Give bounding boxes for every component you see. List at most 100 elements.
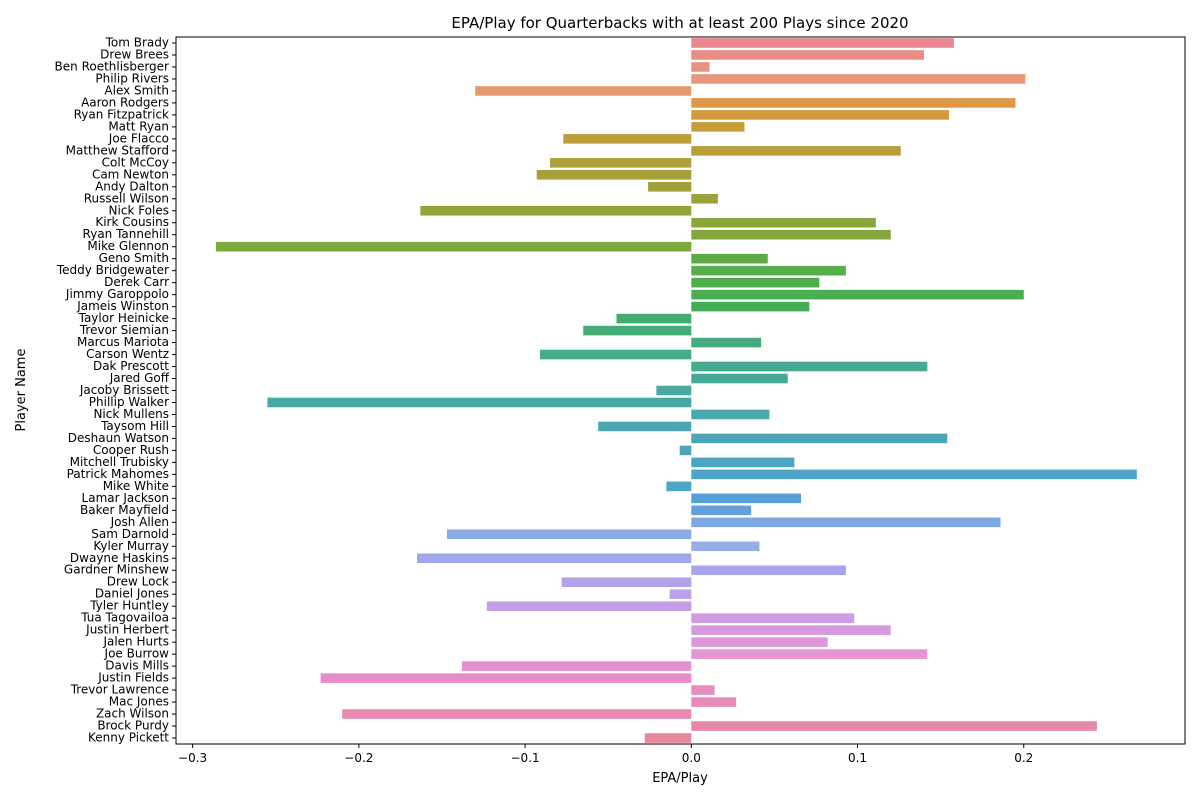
bar [691, 433, 948, 444]
x-tick-label: 0.0 [682, 751, 701, 765]
bar [691, 697, 737, 707]
bar [691, 50, 925, 60]
y-tick-label: Carson Wentz [86, 347, 169, 361]
bar [420, 205, 692, 216]
bars-group [215, 38, 1137, 743]
y-tick-label: Trevor Siemian [79, 323, 169, 337]
bar [536, 170, 692, 180]
y-tick-label: Taysom Hill [100, 419, 169, 433]
bar [598, 421, 692, 432]
y-tick-label: Ryan Fitzpatrick [74, 107, 169, 121]
y-tick-label: Dak Prescott [93, 359, 169, 373]
y-tick-label: Brock Purdy [97, 719, 169, 733]
chart-title: EPA/Play for Quarterbacks with at least … [451, 14, 908, 32]
bar [691, 253, 768, 264]
y-tick-label: Jacoby Brissett [79, 383, 169, 397]
x-tick-labels: −0.3 −0.2 −0.1 0.0 0.1 0.2 [178, 744, 1033, 765]
bar [691, 277, 820, 288]
bar [644, 733, 692, 743]
bar [691, 98, 1016, 108]
bar [320, 673, 692, 683]
y-tick-label: Josh Allen [110, 515, 169, 529]
bar [563, 134, 692, 144]
bar [691, 62, 710, 72]
y-tick-label: Taylor Heinicke [78, 311, 169, 325]
y-tick-label: Aaron Rodgers [81, 95, 169, 109]
y-tick-label: Kyler Murray [93, 539, 169, 553]
y-tick-label: Trevor Lawrence [70, 683, 169, 697]
y-tick-label: Nick Mullens [93, 407, 169, 421]
y-tick-label: Philip Rivers [95, 71, 169, 85]
y-tick-label: Dwayne Haskins [70, 551, 169, 565]
bar [215, 241, 692, 252]
y-tick-label: Davis Mills [105, 659, 169, 673]
x-tick-label: −0.2 [344, 751, 373, 765]
bar [461, 661, 692, 671]
y-tick-label: Colt McCoy [102, 155, 169, 169]
y-tick-label: Tua Tagovailoa [80, 611, 169, 625]
bar [691, 265, 846, 276]
plot-frame [175, 36, 1186, 745]
bar [691, 625, 891, 635]
bar [691, 110, 949, 120]
y-tick-label: Andy Dalton [95, 179, 169, 193]
y-tick-label: Mitchell Trubisky [70, 455, 169, 469]
y-tick-label: Russell Wilson [84, 191, 169, 205]
bar [691, 193, 718, 204]
y-tick-label: Cam Newton [92, 167, 169, 181]
y-tick-label: Joe Flacco [108, 131, 169, 145]
bar [691, 229, 891, 240]
bar [691, 361, 928, 372]
bar [691, 122, 745, 132]
bar [691, 721, 1097, 731]
bar [486, 601, 692, 611]
bar [691, 337, 762, 348]
bar [666, 481, 692, 492]
y-tick-label: Daniel Jones [95, 587, 169, 601]
bar [691, 289, 1024, 300]
y-tick-label: Phillip Walker [89, 395, 169, 409]
y-tick-label: Deshaun Watson [68, 431, 169, 445]
y-tick-label: Derek Carr [104, 275, 169, 289]
bar [691, 409, 770, 420]
bar [691, 613, 855, 623]
x-tick-label: 0.1 [848, 751, 867, 765]
y-tick-label: Drew Brees [100, 47, 169, 61]
y-tick-label: Jimmy Garoppolo [65, 287, 169, 301]
x-tick-label: −0.3 [178, 751, 207, 765]
bar [691, 685, 715, 695]
y-tick-label: Kirk Cousins [95, 215, 169, 229]
y-tick-label: Mike Glennon [87, 239, 169, 253]
bar [561, 577, 692, 588]
bar [691, 373, 788, 384]
y-tick-label: Gardner Minshew [64, 563, 169, 577]
bar [691, 146, 901, 156]
bar [691, 74, 1026, 84]
y-tick-label: Justin Fields [97, 671, 169, 685]
bar [616, 313, 692, 324]
bar [691, 541, 760, 552]
y-tick-label: Drew Lock [107, 575, 169, 589]
bar [446, 529, 692, 540]
bar [691, 517, 1001, 528]
y-tick-label: Ryan Tannehill [83, 227, 169, 241]
y-tick-label: Baker Mayfield [80, 503, 169, 517]
y-tick-label: Marcus Mariota [77, 335, 169, 349]
y-tick-label: Lamar Jackson [82, 491, 169, 505]
y-tick-label: Patrick Mahomes [67, 467, 169, 481]
y-tick-label: Zach Wilson [96, 707, 169, 721]
bar [691, 217, 876, 228]
y-tick-label: Cooper Rush [93, 443, 169, 457]
y-tick-label: Justin Herbert [85, 623, 169, 637]
bar [691, 457, 795, 468]
bar [583, 325, 692, 336]
bar [691, 505, 752, 516]
bar [475, 86, 692, 96]
bar [540, 349, 692, 360]
bar [691, 637, 828, 647]
bar [691, 301, 810, 312]
x-axis-label: EPA/Play [652, 771, 708, 786]
y-tick-label: Jameis Winston [76, 299, 169, 313]
y-tick-label: Joe Burrow [104, 647, 170, 661]
y-tick-label: Jared Goff [109, 371, 170, 385]
